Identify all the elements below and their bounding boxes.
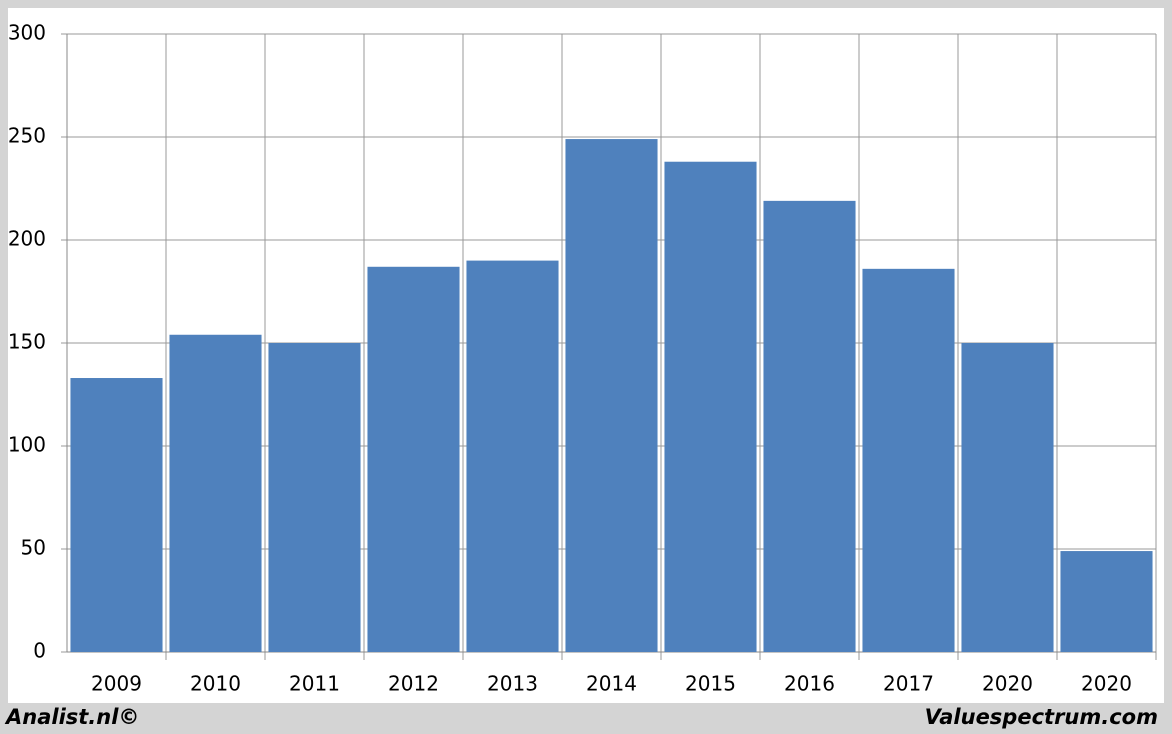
y-tick-label: 50 xyxy=(21,536,46,560)
x-tick-label: 2020 xyxy=(982,672,1033,696)
x-tick-label: 2014 xyxy=(586,672,637,696)
bar xyxy=(862,268,955,652)
bar xyxy=(169,334,262,652)
y-tick-label: 200 xyxy=(8,227,46,251)
y-tick-label: 150 xyxy=(8,330,46,354)
bar xyxy=(268,343,361,652)
y-tick-label: 250 xyxy=(8,124,46,148)
y-tick-label: 300 xyxy=(8,21,46,45)
x-tick-label: 2011 xyxy=(289,672,340,696)
bar xyxy=(466,260,559,652)
x-tick-label: 2010 xyxy=(190,672,241,696)
bar xyxy=(367,266,460,652)
x-tick-label: 2020 xyxy=(1081,672,1132,696)
bar xyxy=(763,200,856,653)
bar xyxy=(565,139,658,652)
y-tick-label: 0 xyxy=(33,639,46,663)
bar xyxy=(70,378,163,652)
x-tick-label: 2015 xyxy=(685,672,736,696)
bar xyxy=(664,161,757,652)
x-tick-label: 2013 xyxy=(487,672,538,696)
bar xyxy=(1060,551,1153,652)
y-tick-label: 100 xyxy=(8,433,46,457)
x-tick-label: 2012 xyxy=(388,672,439,696)
x-tick-label: 2016 xyxy=(784,672,835,696)
x-tick-label: 2017 xyxy=(883,672,934,696)
bar xyxy=(961,343,1054,652)
footer-right: Valuespectrum.com xyxy=(925,705,1158,729)
x-tick-label: 2009 xyxy=(91,672,142,696)
footer-left: Analist.nl© xyxy=(4,705,139,729)
